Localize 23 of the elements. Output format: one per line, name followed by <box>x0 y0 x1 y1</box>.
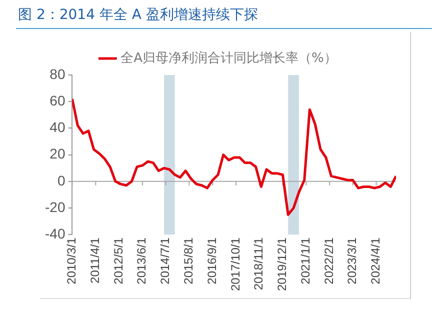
y-tick-label: 20 <box>50 146 66 162</box>
x-tick-label: 2024/4/1 <box>368 237 383 284</box>
y-tick-label: 80 <box>50 66 66 82</box>
legend-label: 全A归母净利润合计同比增长率（%） <box>120 50 337 66</box>
x-tick-label: 2022/2/1 <box>322 237 336 284</box>
x-tick-label: 2012/5/1 <box>111 237 126 284</box>
y-tick-label: -20 <box>45 198 66 215</box>
x-tick-label: 2015/8/1 <box>181 237 196 284</box>
x-tick-label: 2023/3/1 <box>345 237 360 284</box>
chart-title: 图 2：2014 年全 A 盈利增速持续下探 <box>18 6 258 24</box>
x-tick-label: 2013/6/1 <box>134 237 149 284</box>
x-tick-label: 2011/4/1 <box>88 237 102 284</box>
y-tick-label: 60 <box>50 92 66 108</box>
y-tick-label: 0 <box>57 172 66 188</box>
x-tick-label: 2018/11/1 <box>252 237 266 290</box>
x-tick-label: 2016/9/1 <box>204 237 219 284</box>
x-tick-label: 2017/10/1 <box>228 237 242 292</box>
y-tick-label: -40 <box>45 225 66 242</box>
x-tick-label: 2010/3/1 <box>64 237 79 284</box>
y-tick-label: 40 <box>50 119 66 136</box>
x-tick-label: 2021/1/1 <box>298 237 312 284</box>
x-tick-label: 2019/12/1 <box>275 237 290 292</box>
x-tick-label: 2014/7/1 <box>158 237 172 284</box>
